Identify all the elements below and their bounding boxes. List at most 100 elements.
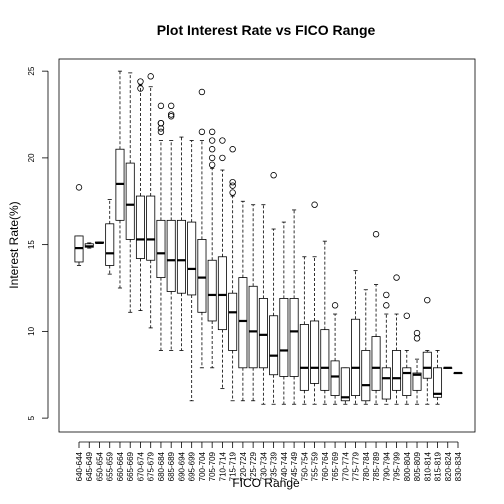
- box-695-699: [187, 140, 197, 402]
- iqr-box: [217, 256, 227, 331]
- iqr-box: [320, 329, 330, 391]
- iqr-box: [289, 298, 299, 377]
- y-tick-label: 25: [27, 66, 36, 75]
- y-axis-label: Interest Rate(%): [7, 201, 21, 288]
- iqr-box: [361, 350, 371, 402]
- box-740-744: [279, 221, 289, 405]
- x-tick-label: 645-649: [85, 451, 94, 481]
- outlier-point: [198, 88, 206, 96]
- box-730-734: [258, 204, 268, 405]
- x-tick-label: 790-794: [382, 451, 391, 481]
- box-670-674: [135, 78, 145, 311]
- outlier-point: [157, 102, 165, 110]
- x-tick-label: 730-734: [259, 451, 268, 481]
- outlier-point: [372, 231, 380, 238]
- iqr-box: [351, 318, 361, 396]
- y-tick-label: 10: [27, 326, 36, 335]
- box-750-754: [299, 256, 309, 405]
- x-tick-label: 820-824: [444, 451, 453, 481]
- iqr-box: [299, 324, 309, 391]
- box-755-759: [310, 201, 320, 405]
- x-tick-label: 770-774: [341, 451, 350, 481]
- iqr-box: [279, 298, 289, 377]
- box-745-749: [289, 209, 299, 405]
- iqr-box: [105, 223, 115, 266]
- iqr-box: [433, 367, 443, 398]
- box-770-774: [340, 367, 350, 405]
- outlier-point: [383, 302, 390, 309]
- chart-title: Plot Interest Rate vs FICO Range: [157, 22, 376, 38]
- outlier-point: [167, 111, 175, 118]
- box-665-669: [125, 72, 135, 313]
- x-tick-label: 640-644: [75, 451, 84, 481]
- box-675-679: [146, 73, 156, 329]
- x-tick-label: 815-819: [434, 451, 443, 481]
- y-axis: 5 10 15 20 25: [27, 66, 49, 420]
- iqr-box: [146, 195, 156, 261]
- outlier-point: [208, 137, 216, 144]
- iqr-box: [381, 367, 391, 400]
- x-tick-label: 695-699: [188, 451, 197, 481]
- box-820-824: [443, 366, 453, 369]
- box-650-654: [94, 241, 104, 244]
- outlier-point: [403, 312, 410, 319]
- outlier-point: [75, 184, 83, 191]
- x-tick-label: 785-789: [372, 451, 381, 481]
- iqr-box: [258, 298, 268, 369]
- box-680-684: [156, 102, 166, 351]
- box-760-764: [320, 240, 330, 405]
- iqr-box: [412, 372, 422, 391]
- box-720-724: [238, 200, 248, 402]
- iqr-box: [197, 239, 207, 313]
- x-tick-label: 745-749: [290, 451, 299, 481]
- plot-frame: [58, 58, 476, 433]
- box-705-709: [207, 128, 217, 369]
- iqr-box: [238, 277, 248, 369]
- iqr-box: [207, 259, 217, 322]
- box-785-789: [371, 231, 381, 405]
- x-tick-label: 830-834: [454, 451, 463, 481]
- outlier-point: [198, 128, 206, 136]
- x-tick-label: 705-709: [208, 451, 217, 481]
- outlier-point: [208, 161, 216, 169]
- x-tick-label: 685-689: [167, 451, 176, 481]
- box-655-659: [105, 199, 115, 275]
- iqr-box: [166, 219, 176, 292]
- outlier-point: [219, 137, 226, 144]
- outlier-point: [219, 154, 226, 162]
- box-805-809: [412, 329, 422, 405]
- x-tick-label: 800-804: [403, 451, 412, 481]
- outlier-point: [157, 125, 165, 132]
- x-tick-label: 795-799: [393, 451, 402, 481]
- box-815-819: [433, 350, 443, 405]
- box-645-649: [84, 242, 94, 249]
- outlier-point: [208, 146, 216, 153]
- box-690-694: [176, 136, 186, 351]
- box-735-739: [269, 172, 279, 405]
- iqr-box: [228, 292, 238, 351]
- outlier-point: [147, 73, 154, 80]
- x-tick-label: 660-664: [116, 451, 125, 481]
- x-axis: 640-644 645-649 650-654 655-659 660-664 665-6…: [75, 441, 463, 481]
- iqr-box: [402, 367, 412, 396]
- outlier-point: [331, 302, 339, 309]
- outlier-point: [424, 296, 431, 304]
- x-axis-label: FICO Range: [232, 476, 300, 490]
- outlier-point: [413, 329, 421, 337]
- iqr-box: [269, 315, 279, 376]
- boxes-group: [74, 70, 463, 405]
- iqr-box: [422, 351, 432, 379]
- x-tick-label: 810-814: [423, 451, 432, 481]
- box-780-784: [361, 289, 371, 405]
- outlier-point: [157, 128, 165, 136]
- outlier-point: [208, 128, 216, 136]
- iqr-box: [135, 195, 145, 259]
- x-tick-label: 735-739: [270, 451, 279, 481]
- iqr-box: [176, 219, 186, 294]
- outlier-point: [383, 291, 390, 299]
- iqr-box: [330, 360, 340, 396]
- box-715-719: [228, 146, 238, 402]
- x-tick-label: 755-759: [311, 451, 320, 481]
- iqr-box: [187, 221, 197, 296]
